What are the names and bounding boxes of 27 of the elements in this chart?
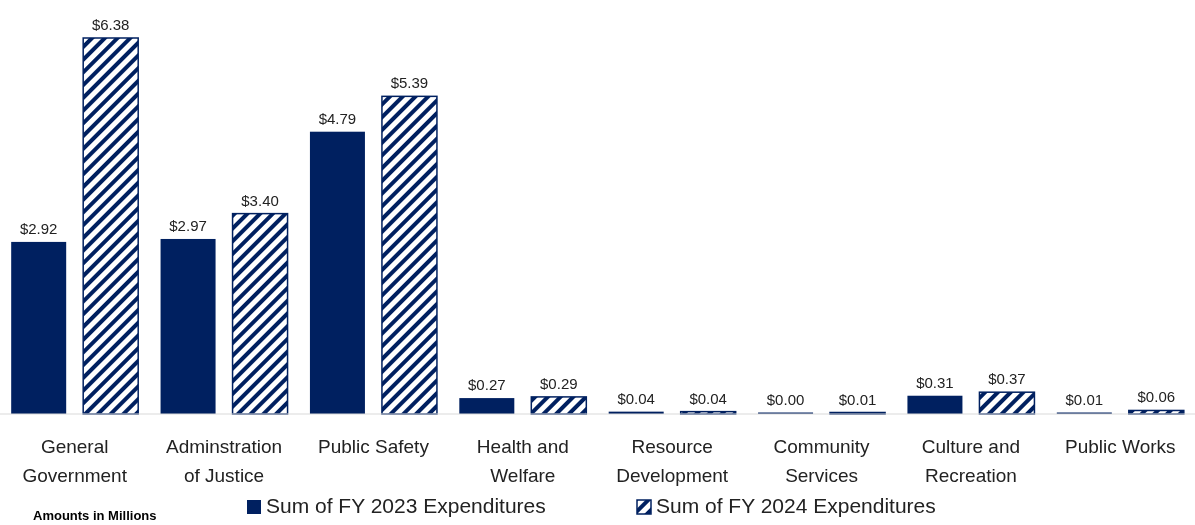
x-tick-label: Community Services — [773, 436, 871, 486]
data-label: $2.97 — [169, 216, 207, 234]
text: Amounts in Millions — [33, 508, 157, 523]
data-label: $0.01 — [838, 390, 877, 408]
data-label: $5.39 — [390, 74, 429, 92]
data-label: $0.01 — [1065, 390, 1104, 408]
x-tick-label: Culture and Recreation — [921, 436, 1021, 486]
x-tick-label: Public Works — [1065, 436, 1176, 457]
x-tick-label: Adminstration of Justice — [165, 436, 283, 486]
data-label: $2.92 — [19, 219, 58, 237]
data-label: $0.06 — [1137, 388, 1176, 406]
data-label: $0.31 — [916, 373, 954, 391]
data-label: $0.29 — [540, 374, 578, 392]
legend-label: Sum of FY 2024 Expenditures — [656, 494, 936, 517]
data-label: $4.79 — [318, 109, 357, 127]
data-label: $0.37 — [988, 370, 1026, 388]
data-label: $0.00 — [766, 390, 805, 408]
x-tick-label: Public Safety — [317, 436, 430, 457]
data-label: $0.04 — [617, 389, 655, 407]
x-tick-label: Resource Development — [616, 436, 729, 486]
legend-label: Sum of FY 2023 Expenditures — [266, 494, 546, 517]
data-label: $0.04 — [689, 389, 727, 407]
x-tick-label: Health and Welfare — [476, 436, 569, 486]
data-label: $6.38 — [91, 16, 130, 33]
data-label: $3.40 — [241, 191, 279, 209]
data-label: $0.27 — [468, 376, 506, 394]
x-tick-label: General Government — [22, 436, 128, 486]
